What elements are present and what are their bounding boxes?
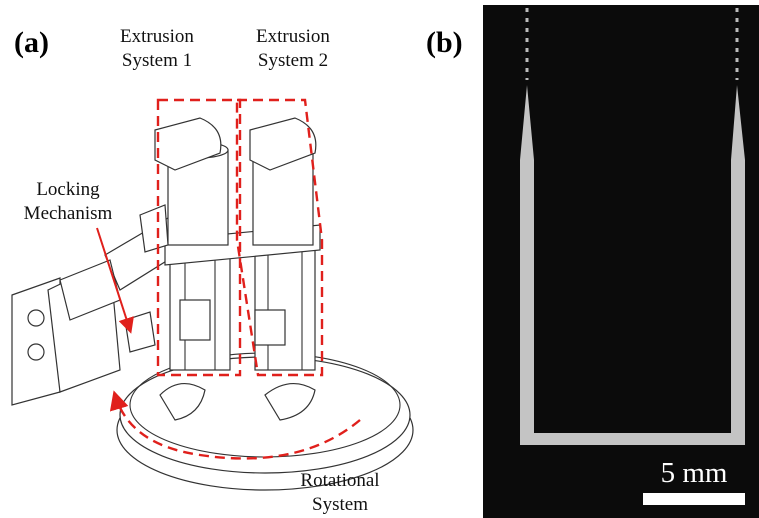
figure: (a) (b) ExtrusionSystem 1 ExtrusionSyste… [0, 0, 759, 518]
panel-label: (b) [426, 26, 463, 59]
scale-bar-label: 5 mm [661, 457, 728, 489]
mechanism-drawing [12, 118, 413, 490]
micrograph: 5 mm [483, 5, 759, 518]
panel-label: (a) [14, 26, 49, 59]
